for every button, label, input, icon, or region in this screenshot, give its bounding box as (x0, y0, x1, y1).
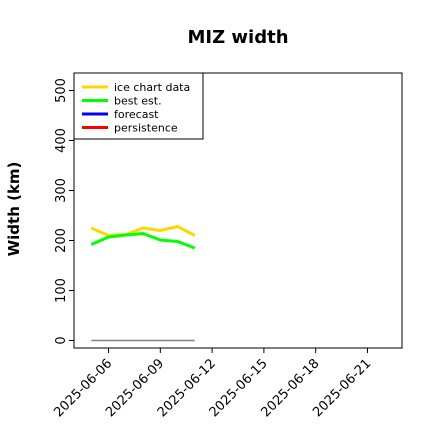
legend-label: forecast (114, 108, 159, 121)
chart-title: MIZ width (187, 27, 288, 48)
y-tick-label: 500 (54, 78, 69, 103)
plot-area-frame (73, 72, 403, 349)
legend-label: best est. (114, 95, 162, 108)
y-tick-label: 100 (54, 278, 69, 303)
y-tick-label: 400 (54, 128, 69, 153)
x-axis-ticks: 2025-06-062025-06-092025-06-122025-06-15… (51, 348, 374, 420)
legend-label: persistence (114, 122, 178, 135)
series-lines (90, 225, 196, 342)
legend-label: ice chart data (114, 81, 190, 94)
y-tick-label: 0 (54, 336, 69, 344)
y-axis-label: Width (km) (5, 162, 23, 257)
legend-box (73, 72, 204, 140)
y-tick-label: 300 (54, 178, 69, 203)
y-axis-ticks: 0 100 200 300 400 500 (54, 78, 74, 345)
y-tick-label: 200 (54, 228, 69, 253)
series-line-1 (90, 232, 196, 250)
